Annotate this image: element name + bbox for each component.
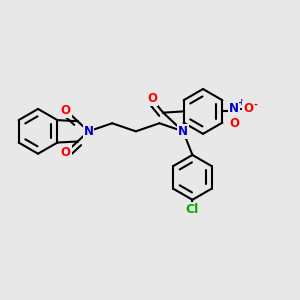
Text: Cl: Cl xyxy=(186,203,199,216)
Text: N: N xyxy=(229,102,239,116)
Text: -: - xyxy=(254,100,258,110)
Text: +: + xyxy=(238,98,246,107)
Text: O: O xyxy=(243,102,253,116)
Text: O: O xyxy=(229,117,239,130)
Text: N: N xyxy=(83,125,94,138)
Text: O: O xyxy=(61,146,71,159)
Text: N: N xyxy=(178,125,188,138)
Text: O: O xyxy=(61,104,71,117)
Text: O: O xyxy=(147,92,157,106)
